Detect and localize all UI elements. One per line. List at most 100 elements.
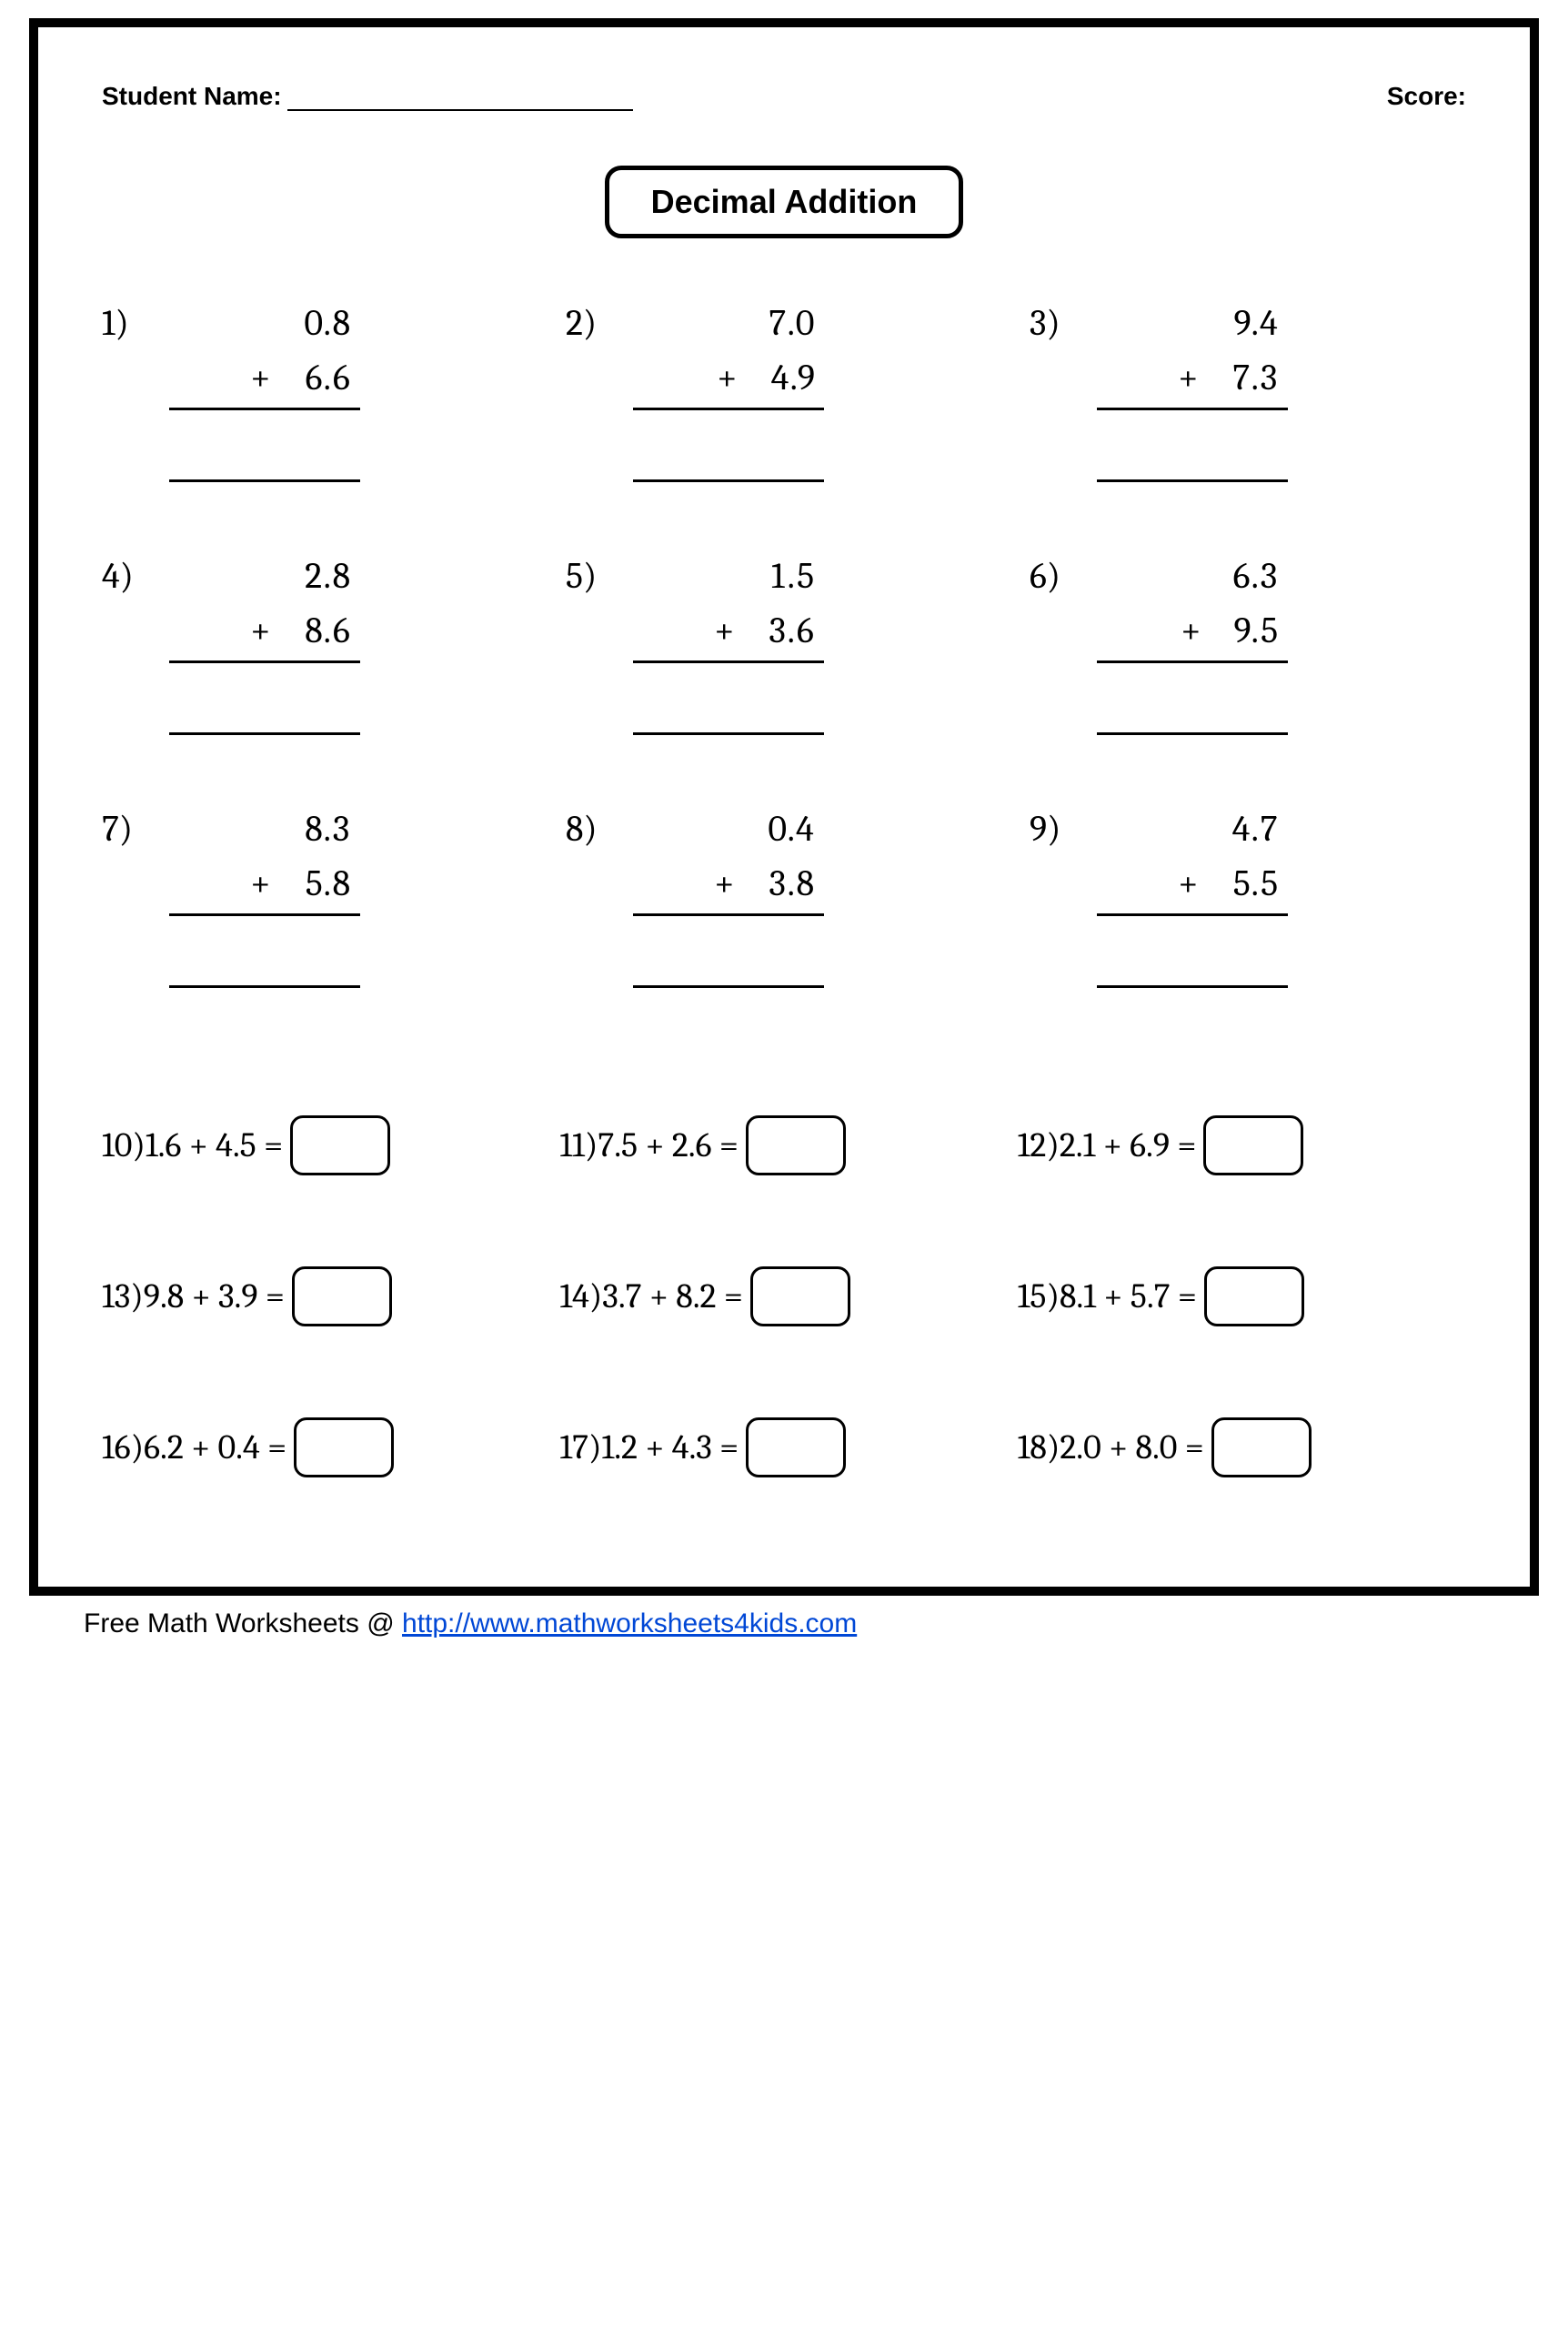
vertical-problem: 3)9.4+7.3 <box>1030 302 1466 482</box>
problem-number: 18) <box>1018 1427 1060 1467</box>
problem-stack: 6.3 +9.5 <box>1097 555 1288 735</box>
vertical-problem: 5) 1.5 +3.6 <box>566 555 1002 735</box>
horizontal-problem: 10) 1.6 + 4.5 = <box>102 1115 550 1175</box>
problem-number: 14) <box>559 1276 602 1316</box>
plus-sign: + <box>714 862 734 904</box>
problem-number: 5) <box>566 555 609 597</box>
vertical-problem: 9)4.7+5.5 <box>1030 808 1466 988</box>
horizontal-problem: 16) 6.2 + 0.4 = <box>102 1417 550 1477</box>
answer-box[interactable] <box>1204 1266 1304 1326</box>
answer-line[interactable] <box>169 985 360 988</box>
problem-number: 16) <box>102 1427 144 1467</box>
operand-bottom: 8.6 <box>303 610 351 651</box>
answer-line[interactable] <box>1097 985 1288 988</box>
answer-box[interactable] <box>746 1417 846 1477</box>
plus-sign: + <box>1178 862 1198 904</box>
vertical-problems-grid: 1)0.8+6.62)7.0+4.93)9.4+7.34)2.8+8.65)1.… <box>102 302 1466 988</box>
answer-box[interactable] <box>294 1417 394 1477</box>
horizontal-problem: 14) 3.7 + 8.2 = <box>559 1266 1008 1326</box>
operand-bottom-row: +7.3 <box>1106 357 1288 398</box>
operand-bottom-row: +8.6 <box>178 610 360 651</box>
problem-expression: 1.2 + 4.3 = <box>601 1427 739 1467</box>
sum-line <box>169 408 360 410</box>
student-name-field[interactable]: Student Name: <box>102 82 633 111</box>
problem-expression: 2.0 + 8.0 = <box>1060 1427 1204 1467</box>
plus-sign: + <box>250 357 270 398</box>
answer-box[interactable] <box>292 1266 392 1326</box>
operand-top: 0.8 <box>196 302 360 344</box>
answer-box[interactable] <box>746 1115 846 1175</box>
operand-bottom-row: +5.5 <box>1106 862 1288 904</box>
horizontal-problem: 11) 7.5 + 2.6 = <box>559 1115 1008 1175</box>
vertical-problem: 2)7.0+4.9 <box>566 302 1002 482</box>
sum-line <box>1097 660 1288 663</box>
problem-expression: 6.2 + 0.4 = <box>144 1427 286 1467</box>
sum-line <box>633 660 824 663</box>
operand-bottom: 3.8 <box>767 862 815 904</box>
problem-number: 3) <box>1030 302 1073 344</box>
operand-top: 7.0 <box>660 302 824 344</box>
operand-top: 4.7 <box>1124 808 1288 850</box>
operand-bottom: 4.9 <box>769 357 815 398</box>
answer-box[interactable] <box>290 1115 390 1175</box>
operand-top: 2.8 <box>196 555 360 597</box>
vertical-problem: 4)2.8+8.6 <box>102 555 538 735</box>
answer-box[interactable] <box>750 1266 850 1326</box>
answer-line[interactable] <box>1097 732 1288 735</box>
problem-expression: 2.1 + 6.9 = <box>1060 1125 1197 1165</box>
operand-bottom: 5.8 <box>303 862 351 904</box>
problem-expression: 3.7 + 8.2 = <box>602 1276 743 1316</box>
footer: Free Math Worksheets @ http://www.mathwo… <box>29 1596 1539 1639</box>
vertical-problem: 8)0.4+3.8 <box>566 808 1002 988</box>
problem-number: 6) <box>1030 555 1073 597</box>
operand-top: 6.3 <box>1124 555 1288 597</box>
problem-expression: 1.6 + 4.5 = <box>146 1125 283 1165</box>
operand-top: 1.5 <box>660 555 824 597</box>
vertical-problem: 6) 6.3 +9.5 <box>1030 555 1466 735</box>
operand-top: 0.4 <box>660 808 824 850</box>
plus-sign: + <box>1181 610 1201 651</box>
sum-line <box>169 660 360 663</box>
sum-line <box>633 913 824 916</box>
problem-stack: 0.8+6.6 <box>169 302 360 482</box>
problem-number: 17) <box>559 1427 601 1467</box>
horizontal-problem: 12) 2.1 + 6.9 = <box>1018 1115 1466 1175</box>
answer-box[interactable] <box>1203 1115 1303 1175</box>
student-name-line[interactable] <box>287 87 633 111</box>
horizontal-problem: 13) 9.8 + 3.9 = <box>102 1266 550 1326</box>
operand-bottom-row: +3.8 <box>642 862 824 904</box>
answer-line[interactable] <box>1097 479 1288 482</box>
footer-link[interactable]: http://www.mathworksheets4kids.com <box>402 1608 857 1638</box>
plus-sign: + <box>250 610 270 651</box>
header: Student Name: Score: <box>102 82 1466 111</box>
sum-line <box>1097 408 1288 410</box>
problem-number: 7) <box>102 808 146 850</box>
problem-expression: 9.8 + 3.9 = <box>144 1276 285 1316</box>
answer-line[interactable] <box>633 985 824 988</box>
operand-bottom: 3.6 <box>767 610 815 651</box>
answer-line[interactable] <box>633 732 824 735</box>
answer-box[interactable] <box>1211 1417 1312 1477</box>
problem-number: 15) <box>1018 1276 1060 1316</box>
worksheet-title: Decimal Addition <box>605 166 964 238</box>
problem-stack: 0.4 +3.8 <box>633 808 824 988</box>
problem-number: 12) <box>1018 1125 1060 1165</box>
sum-line <box>1097 913 1288 916</box>
operand-bottom-row: +3.6 <box>642 610 824 651</box>
student-name-label: Student Name: <box>102 82 282 111</box>
horizontal-problem: 17) 1.2 + 4.3 = <box>559 1417 1008 1477</box>
problem-stack: 4.7 +5.5 <box>1097 808 1288 988</box>
answer-line[interactable] <box>633 479 824 482</box>
operand-bottom: 9.5 <box>1233 610 1279 651</box>
plus-sign: + <box>1178 357 1198 398</box>
answer-line[interactable] <box>169 479 360 482</box>
operand-bottom: 5.5 <box>1231 862 1279 904</box>
problem-number: 11) <box>559 1125 598 1165</box>
problem-number: 1) <box>102 302 146 344</box>
answer-line[interactable] <box>169 732 360 735</box>
plus-sign: + <box>250 862 270 904</box>
sum-line <box>633 408 824 410</box>
problem-expression: 8.1 + 5.7 = <box>1060 1276 1197 1316</box>
problem-stack: 8.3+5.8 <box>169 808 360 988</box>
problem-number: 10) <box>102 1125 146 1165</box>
